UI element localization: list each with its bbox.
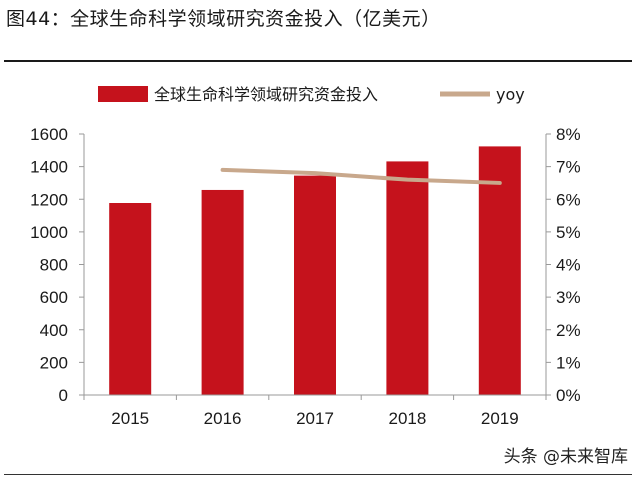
y-tick-label-right: 1% [556, 353, 581, 372]
bar-2018 [386, 161, 429, 395]
y-tick-label-left: 600 [40, 288, 68, 307]
y-tick-label-left: 400 [40, 321, 68, 340]
bar-2016 [201, 189, 244, 395]
x-tick-label: 2019 [481, 409, 519, 428]
y-tick-label-left: 800 [40, 256, 68, 275]
axes: 0 200 400 600 800 1000 1200 1400 1600 0% 1% 2% 3% 4% 5… [30, 125, 580, 428]
watermark: 头条 @未来智库 [476, 442, 628, 472]
x-tick-label: 2018 [388, 409, 426, 428]
y-tick-label-left: 1600 [30, 125, 68, 144]
y-tick-label-right: 5% [556, 223, 581, 242]
bar-2017 [294, 175, 336, 395]
legend: 全球生命科学领域研究资金投入 yoy [98, 85, 525, 104]
y-tick-label-left: 1200 [30, 190, 68, 209]
legend-swatch-bar [98, 86, 148, 102]
y-tick-label-left: 200 [40, 353, 68, 372]
y-tick-label-left: 1000 [30, 223, 68, 242]
y-tick-label-right: 3% [556, 288, 581, 307]
y-tick-label-right: 8% [556, 125, 581, 144]
x-tick-label: 2016 [204, 409, 242, 428]
y-tick-label-right: 6% [556, 190, 581, 209]
bottom-rule [4, 474, 632, 475]
bar-2019 [478, 146, 521, 395]
yoy-line [220, 167, 502, 185]
top-rule [4, 60, 632, 62]
y-tick-label-right: 4% [556, 256, 581, 275]
y-tick-label-left: 0 [59, 386, 68, 405]
y-tick-label-right: 2% [556, 321, 581, 340]
bar-2015 [109, 203, 152, 395]
legend-label-yoy: yoy [496, 85, 525, 104]
legend-label-bar: 全球生命科学领域研究资金投入 [154, 85, 378, 104]
y-tick-label-left: 1400 [30, 158, 68, 177]
y-tick-label-right: 0% [556, 386, 581, 405]
x-tick-label: 2015 [111, 409, 149, 428]
figure-title: 图44：全球生命科学领域研究资金投入（亿美元） [6, 8, 441, 30]
yoy-series-line [220, 167, 502, 185]
y-tick-label-right: 7% [556, 158, 581, 177]
x-tick-label: 2017 [296, 409, 334, 428]
bars [109, 146, 521, 395]
